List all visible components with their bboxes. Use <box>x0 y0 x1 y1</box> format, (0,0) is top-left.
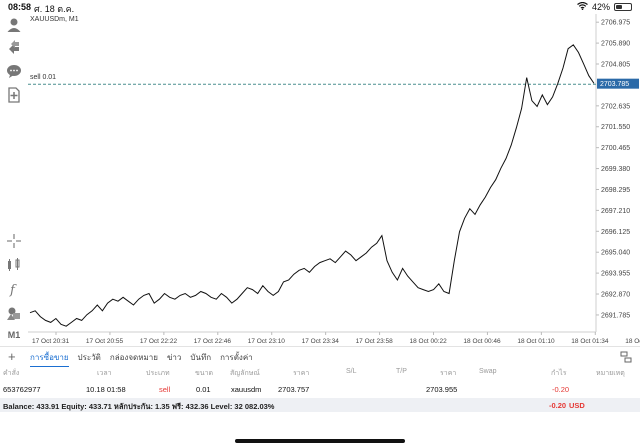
x-tick-label: 17 Oct 22:22 <box>140 338 178 345</box>
crosshair-icon[interactable] <box>4 232 24 250</box>
col-type: ประเภท <box>146 370 170 377</box>
chart-symbol-title: XAUUSDm, M1 <box>30 16 79 23</box>
x-tick-label: 18 Oct 01:10 <box>517 338 555 345</box>
tab-news[interactable]: ข่าว <box>166 353 182 362</box>
order-profit: -0.20 <box>552 385 570 394</box>
sell-line-label: sell 0.01 <box>30 74 57 81</box>
y-tick-label: 2695.040 <box>601 250 630 257</box>
new-order-icon[interactable] <box>4 86 24 104</box>
table-row[interactable]: 653762977 10.18 01:58 sell 0.01 xauusdm … <box>0 383 640 397</box>
x-tick-label: 17 Oct 22:46 <box>194 338 232 345</box>
order-volume: 0.01 <box>196 385 211 394</box>
battery-percent: 42% <box>591 2 610 12</box>
profit-currency: USD <box>569 401 585 410</box>
tab-history[interactable]: ประวัติ <box>77 353 101 362</box>
expand-panel-icon[interactable] <box>620 350 632 363</box>
col-volume: ขนาด <box>195 370 214 377</box>
home-indicator[interactable] <box>235 439 405 443</box>
col-ticket: คำสั่ง <box>3 370 20 377</box>
toolbox-tabs: การซื้อขาย ประวัติ กล่องจดหมาย ข่าว บันท… <box>30 351 253 367</box>
order-open-price: 2703.757 <box>278 385 310 394</box>
y-tick-label: 2697.210 <box>601 208 630 215</box>
battery-level-fill <box>616 5 622 9</box>
col-open-price: ราคา <box>293 370 310 377</box>
indicators-icon[interactable] <box>4 256 24 274</box>
y-tick-label: 2702.635 <box>601 103 630 110</box>
x-tick-label: 17 Oct 23:58 <box>356 338 394 345</box>
col-swap: Swap <box>479 368 497 375</box>
x-tick-label: 18 Oct 01:58 <box>625 338 640 345</box>
x-tick-label: 18 Oct 00:22 <box>410 338 448 345</box>
order-current-price: 2703.955 <box>426 385 458 394</box>
tab-settings[interactable]: การตั้งค่า <box>220 353 253 362</box>
svg-text:f: f <box>9 283 17 297</box>
order-type: sell <box>159 385 171 394</box>
status-date: ศ. 18 ต.ค. <box>34 4 75 14</box>
balance-summary-text: Balance: 433.91 Equity: 433.71 หลักประกั… <box>3 402 275 411</box>
account-icon[interactable] <box>4 16 24 34</box>
y-tick-label: 2704.805 <box>601 62 630 69</box>
y-tick-label: 2705.890 <box>601 41 630 48</box>
add-icon[interactable]: + <box>8 349 16 364</box>
y-tick-label: 2701.550 <box>601 124 630 131</box>
status-time: 08:58 <box>8 2 32 12</box>
order-ticket: 653762977 <box>3 385 41 394</box>
current-price-label: 2703.785 <box>600 81 629 88</box>
x-tick-label: 18 Oct 01:34 <box>571 338 609 345</box>
tab-journal[interactable]: บันทึก <box>190 353 212 362</box>
price-chart[interactable]: 2706.975 2705.890 2704.805 2702.635 2701.550… <box>28 14 640 346</box>
orders-table-header: คำสั่ง เวลา ประเภท ขนาด สัญลักษณ์ ราคา S… <box>0 366 640 380</box>
tab-mailbox[interactable]: กล่องจดหมาย <box>109 353 158 362</box>
col-comment: หมายเหตุ <box>596 370 625 377</box>
battery-icon <box>614 3 632 11</box>
toolbox-tabs-bar: + การซื้อขาย ประวัติ กล่องจดหมาย ข่าว บั… <box>0 346 640 367</box>
y-tick-label: 2693.955 <box>601 271 630 278</box>
x-tick-label: 18 Oct 00:46 <box>463 338 501 345</box>
y-tick-label: 2691.785 <box>601 312 630 319</box>
objects-icon[interactable] <box>4 304 24 322</box>
status-right: 42% <box>577 1 632 12</box>
status-bar: 08:58 ศ. 18 ต.ค. 42% <box>0 0 640 14</box>
y-tick-label: 2698.295 <box>601 187 630 194</box>
total-profit: -0.20 <box>549 401 567 410</box>
left-toolbar: f M1 <box>0 14 28 346</box>
col-symbol: สัญลักษณ์ <box>230 370 260 377</box>
tab-trade[interactable]: การซื้อขาย <box>30 351 69 367</box>
y-tick-label: 2699.380 <box>601 166 630 173</box>
current-price-tag <box>597 78 639 89</box>
chat-icon[interactable] <box>4 62 24 80</box>
col-time: เวลา <box>97 370 112 377</box>
x-tick-label: 17 Oct 23:10 <box>248 338 286 345</box>
x-tick-label: 17 Oct 20:55 <box>86 338 124 345</box>
price-series-line <box>29 44 595 327</box>
col-profit: กำไร <box>551 370 567 377</box>
timeframe-button[interactable]: M1 <box>7 330 21 340</box>
account-summary: Balance: 433.91 Equity: 433.71 หลักประกั… <box>0 398 640 412</box>
col-tp: T/P <box>396 368 407 375</box>
chart-canvas[interactable]: 2706.975 2705.890 2704.805 2702.635 2701.550… <box>28 14 640 346</box>
col-price: ราคา <box>440 370 457 377</box>
col-sl: S/L <box>346 368 357 375</box>
y-tick-label: 2700.465 <box>601 145 630 152</box>
function-icon[interactable]: f <box>4 280 24 298</box>
trade-icon[interactable] <box>4 38 24 56</box>
y-tick-label: 2706.975 <box>601 20 630 27</box>
x-tick-label: 17 Oct 23:34 <box>302 338 340 345</box>
y-tick-label: 2696.125 <box>601 229 630 236</box>
wifi-icon <box>577 1 588 12</box>
order-time: 10.18 01:58 <box>86 385 126 394</box>
order-symbol: xauusdm <box>231 385 262 394</box>
x-tick-label: 17 Oct 20:31 <box>32 338 70 345</box>
y-tick-label: 2692.870 <box>601 292 630 299</box>
